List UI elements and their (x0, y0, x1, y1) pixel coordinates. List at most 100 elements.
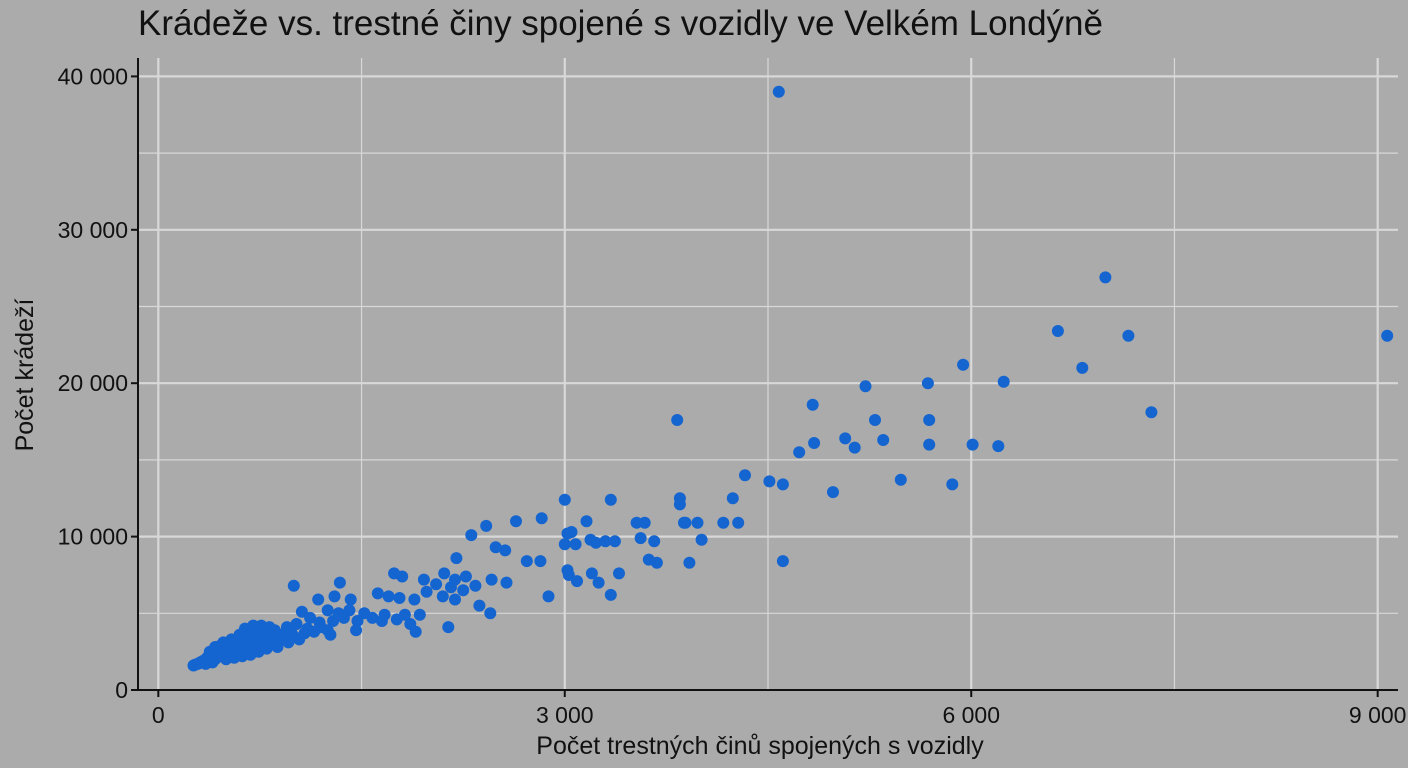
data-point (683, 556, 696, 569)
data-point (1381, 329, 1394, 342)
data-point (413, 608, 426, 621)
data-point (1076, 361, 1089, 374)
x-axis-label: Počet trestných činů spojených s vozidly (536, 732, 984, 760)
data-point (806, 398, 819, 411)
data-point (301, 622, 314, 635)
data-point (599, 535, 612, 548)
data-point (485, 573, 498, 586)
data-point (569, 538, 582, 551)
data-point (589, 536, 602, 549)
data-point (465, 529, 478, 542)
data-point (839, 432, 852, 445)
data-point (430, 578, 443, 591)
data-point (859, 380, 872, 393)
data-point (726, 492, 739, 505)
data-point (921, 377, 934, 390)
data-point (327, 615, 340, 627)
data-point (256, 636, 269, 649)
data-point (648, 535, 661, 548)
y-tick-label: 10 000 (58, 524, 128, 550)
data-point (992, 440, 1005, 453)
data-point (763, 475, 776, 488)
data-point (263, 621, 276, 634)
data-point (350, 624, 363, 637)
data-point (638, 516, 651, 529)
data-point (604, 493, 617, 506)
data-point (808, 437, 821, 449)
data-point (344, 593, 357, 606)
data-point (333, 576, 346, 589)
data-point (520, 555, 533, 568)
data-point (613, 567, 625, 580)
data-point (450, 552, 463, 565)
data-point (966, 438, 979, 451)
data-point (673, 498, 686, 511)
data-point (337, 611, 350, 624)
data-point (671, 414, 684, 426)
y-axis-label: Počet krádeží (11, 299, 39, 452)
data-point (772, 85, 785, 98)
data-point (691, 516, 704, 529)
data-point (848, 441, 861, 454)
data-point (396, 570, 409, 583)
data-point (776, 555, 789, 568)
data-point (295, 605, 308, 618)
y-tick-label: 30 000 (58, 217, 128, 243)
data-point (695, 533, 708, 546)
data-point (608, 535, 621, 548)
data-point (1099, 271, 1112, 284)
data-point (558, 538, 571, 551)
data-point (408, 593, 421, 606)
data-point (290, 618, 303, 630)
y-tick-label: 0 (115, 677, 128, 703)
data-point (449, 593, 461, 606)
x-tick-label: 6 000 (942, 702, 1000, 728)
data-point (957, 358, 970, 371)
data-point (321, 604, 334, 617)
x-tick-label: 3 000 (536, 702, 594, 728)
data-point (382, 590, 395, 603)
data-point (1145, 406, 1158, 419)
data-point (997, 375, 1010, 388)
data-point (445, 581, 457, 594)
data-point (193, 657, 205, 670)
grid-lines (138, 58, 1398, 690)
data-point (304, 611, 317, 624)
data-point (827, 486, 839, 499)
data-point (592, 576, 605, 589)
data-point (287, 579, 300, 592)
data-point (351, 615, 364, 627)
data-point (473, 599, 486, 612)
data-point (244, 627, 257, 640)
axes (131, 58, 1398, 697)
data-point (390, 613, 403, 626)
data-point (535, 512, 548, 525)
data-point (510, 515, 522, 528)
data-point (436, 590, 449, 603)
data-point (281, 621, 293, 634)
data-point (776, 478, 789, 491)
data-point (558, 493, 571, 506)
data-point (393, 592, 406, 604)
data-point (438, 567, 451, 580)
x-tick-label: 9 000 (1349, 702, 1407, 728)
data-point (946, 478, 959, 491)
data-point (869, 414, 881, 426)
data-point (409, 625, 422, 638)
data-points (187, 85, 1394, 672)
tick-labels: 0 10 000 20 000 30 000 40 000 0 3 000 6 000 9 00… (58, 63, 1407, 728)
data-point (459, 570, 472, 583)
data-point (561, 527, 574, 540)
data-point (484, 607, 497, 620)
data-point (585, 567, 598, 580)
data-point (417, 573, 430, 586)
x-tick-label: 0 (152, 702, 165, 728)
data-point (442, 621, 455, 634)
data-point (489, 541, 502, 554)
data-point (877, 434, 890, 446)
data-point (580, 515, 593, 528)
data-point (312, 593, 325, 606)
data-point (534, 555, 547, 568)
